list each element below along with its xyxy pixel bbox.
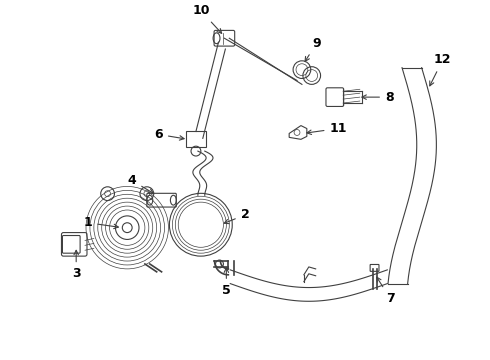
Text: 7: 7: [377, 277, 394, 305]
Text: 1: 1: [84, 216, 119, 229]
Text: 11: 11: [307, 122, 347, 135]
Text: 4: 4: [128, 174, 153, 193]
Text: 10: 10: [192, 4, 221, 33]
Text: 6: 6: [154, 128, 184, 141]
Text: 12: 12: [430, 54, 451, 86]
Text: 5: 5: [222, 268, 231, 297]
Text: 2: 2: [224, 208, 249, 224]
Bar: [186, 131, 206, 147]
Text: 3: 3: [72, 250, 80, 280]
Text: 8: 8: [362, 91, 393, 104]
Text: 9: 9: [305, 37, 321, 61]
